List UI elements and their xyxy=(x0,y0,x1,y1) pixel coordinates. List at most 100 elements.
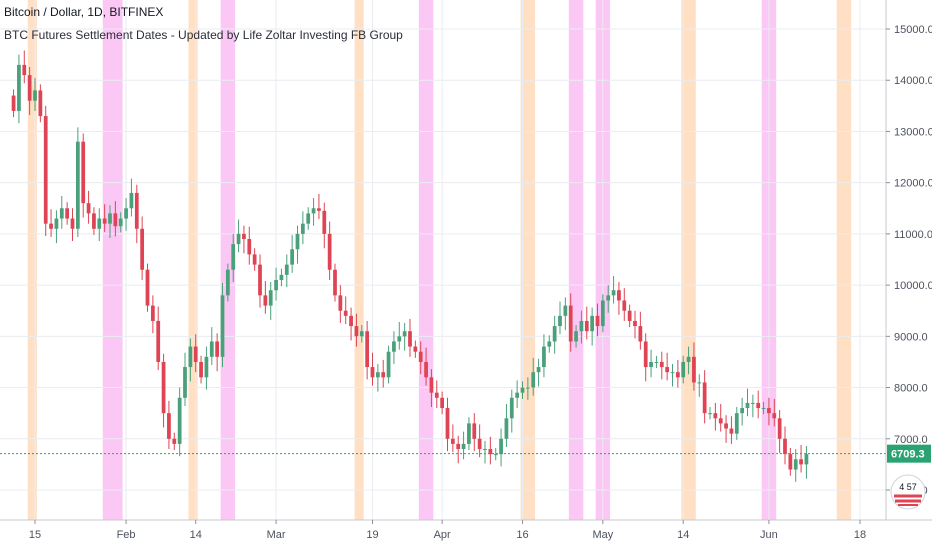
candle-body xyxy=(440,397,445,409)
candle-body xyxy=(397,336,402,342)
candle-body xyxy=(574,331,578,342)
candle-body xyxy=(295,233,300,250)
candle-body xyxy=(622,300,627,311)
candle-body xyxy=(718,418,723,424)
settlement-band-orange xyxy=(681,0,696,520)
candle-body xyxy=(467,423,471,444)
candle-body xyxy=(359,331,364,337)
candle-body xyxy=(22,64,27,76)
time-tick-label: Jun xyxy=(760,529,778,541)
candle-body xyxy=(252,254,257,265)
candle-body xyxy=(172,438,177,444)
candle-body xyxy=(520,387,525,393)
candle-body xyxy=(434,392,439,398)
candle-body xyxy=(568,305,573,342)
candle-body xyxy=(552,326,557,342)
candle-body xyxy=(33,90,37,101)
candle-body xyxy=(258,264,262,296)
candle-body xyxy=(456,443,461,450)
price-tick-label: 13000.0 xyxy=(894,126,932,138)
candle-body xyxy=(129,192,134,209)
candle-body xyxy=(547,341,552,347)
candles xyxy=(11,50,809,482)
settlement-band-pink xyxy=(418,0,434,520)
candle-body xyxy=(654,361,659,363)
candle-body xyxy=(300,223,305,234)
candle-body xyxy=(338,295,343,311)
candle-body xyxy=(161,361,166,414)
candle-body xyxy=(445,408,450,439)
price-tick-label: 15000.0 xyxy=(894,24,932,36)
candle-body xyxy=(27,75,32,101)
candle-body xyxy=(327,233,332,270)
candle-body xyxy=(734,413,739,434)
candle-body xyxy=(606,295,611,301)
candle-body xyxy=(215,341,220,357)
candle-body xyxy=(70,218,75,229)
candle-body xyxy=(745,402,750,409)
candle-body xyxy=(86,203,91,214)
candle-body xyxy=(638,326,643,342)
candle-body xyxy=(145,269,150,306)
settlement-band-orange xyxy=(27,0,37,520)
candle-body xyxy=(11,95,16,111)
candle-body xyxy=(750,402,755,404)
candle-body xyxy=(424,361,428,378)
candle-body xyxy=(311,208,316,214)
candle-body xyxy=(783,438,787,455)
time-axis[interactable]: 15 Feb 14 Mar 19 Apr 16 May 14 Jun 18 xyxy=(0,519,932,541)
flag-badge-icon: 4 57 xyxy=(890,474,926,510)
candle-body xyxy=(675,372,680,378)
candle-body xyxy=(306,213,311,224)
candle-body xyxy=(477,438,482,450)
grid-lines xyxy=(0,0,886,520)
candle-body xyxy=(183,367,187,398)
last-price-tag xyxy=(887,444,931,463)
candle-body xyxy=(54,218,59,229)
candle-body xyxy=(670,372,675,374)
candle-body xyxy=(525,387,530,389)
time-tick-label: 15 xyxy=(29,529,41,541)
candle-body xyxy=(499,438,503,455)
candle-body xyxy=(804,454,809,465)
candle-body xyxy=(584,320,589,332)
time-tick-label: 14 xyxy=(190,529,202,541)
candle-body xyxy=(17,64,21,111)
candle-body xyxy=(729,428,734,434)
time-tick-label: 19 xyxy=(366,529,378,541)
candle-body xyxy=(322,210,327,234)
candle-body xyxy=(595,315,600,327)
time-tick-label: 18 xyxy=(854,529,866,541)
candle-body xyxy=(354,326,359,337)
candle-body xyxy=(611,290,616,296)
time-tick-label: 16 xyxy=(516,529,528,541)
candle-body xyxy=(777,418,782,439)
candle-body xyxy=(38,90,43,117)
candle-body xyxy=(225,269,230,296)
settlement-band-pink xyxy=(220,0,236,520)
candle-body xyxy=(772,413,777,419)
settlement-band-orange xyxy=(836,0,852,520)
settlement-band-pink xyxy=(568,0,584,520)
candle-body xyxy=(59,208,64,219)
candle-body xyxy=(75,141,80,229)
candle-body xyxy=(659,361,664,368)
candle-body xyxy=(134,192,139,229)
candle-body xyxy=(724,423,728,429)
candle-body xyxy=(365,331,370,368)
candle-body xyxy=(590,315,595,332)
price-axis[interactable]: 6000.07000.08000.09000.010000.011000.012… xyxy=(885,0,932,520)
candle-body xyxy=(799,459,803,465)
candle-body xyxy=(236,233,241,245)
candle-body xyxy=(542,346,546,368)
candle-body xyxy=(49,223,53,229)
time-tick-label: 14 xyxy=(677,529,689,541)
candle-body xyxy=(472,423,477,439)
candle-body xyxy=(761,408,766,410)
candle-body xyxy=(488,449,493,455)
candle-body xyxy=(247,239,252,255)
symbol-legend: Bitcoin / Dollar, 1D, BITFINEX xyxy=(4,5,164,19)
candle-body xyxy=(81,141,86,204)
study-legend: BTC Futures Settlement Dates - Updated b… xyxy=(4,28,403,42)
